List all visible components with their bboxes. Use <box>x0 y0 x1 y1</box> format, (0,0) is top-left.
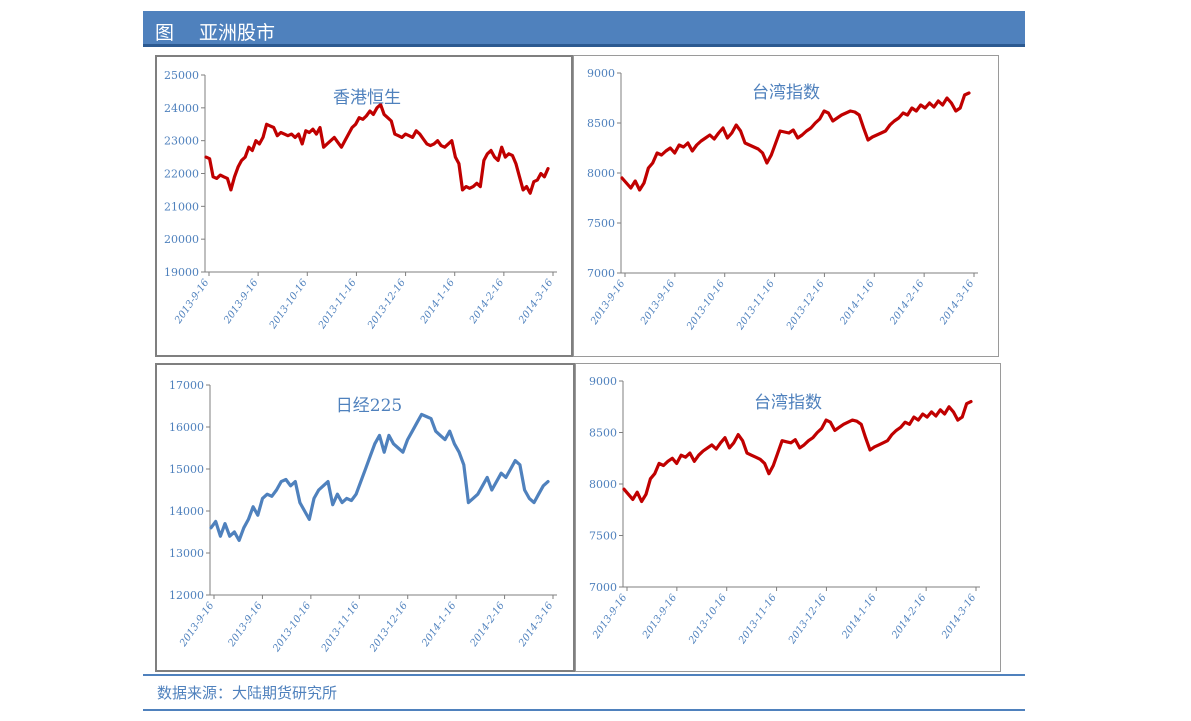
y-tick-label: 8000 <box>587 167 615 180</box>
x-tick-label: 2014-3-16 <box>939 592 978 642</box>
y-tick-label: 13000 <box>169 547 204 560</box>
x-tick-label: 2013-9-16 <box>177 600 216 650</box>
footer-divider-bottom <box>143 709 1025 711</box>
y-tick-label: 12000 <box>169 589 204 602</box>
y-tick-label: 25000 <box>164 69 199 82</box>
y-tick-label: 20000 <box>164 233 199 246</box>
y-tick-label: 21000 <box>164 200 199 213</box>
x-tick-label: 2013-9-16 <box>222 277 261 327</box>
x-tick-label: 2014-2-16 <box>467 277 506 327</box>
series-line <box>209 412 550 542</box>
x-tick-label: 2013-9-16 <box>590 592 629 642</box>
chart-title: 台湾指数 <box>752 83 820 103</box>
x-tick-label: 2013-9-16 <box>588 278 627 328</box>
x-tick-label: 2013-12-16 <box>786 592 829 647</box>
series-line <box>620 91 971 192</box>
y-tick-label: 24000 <box>164 102 199 115</box>
x-tick-label: 2014-3-16 <box>516 277 555 327</box>
y-tick-label: 7000 <box>587 267 615 280</box>
y-tick-label: 8500 <box>587 117 615 130</box>
chart-panel-n225: 12000 13000 14000 15000 16000 17000 2013-9-16 2… <box>155 363 575 672</box>
x-tick-label: 2013-11-16 <box>734 278 777 333</box>
y-tick-label: 8000 <box>589 478 617 491</box>
y-tick-label: 14000 <box>169 505 204 518</box>
x-tick-label: 2013-10-16 <box>271 600 314 655</box>
chart-panel-twii-top: 7000 7500 8000 8500 9000 2013-9-16 2013-9-16 20… <box>573 55 999 357</box>
x-tick-label: 2013-9-16 <box>640 592 679 642</box>
x-tick-label: 2013-12-16 <box>784 278 827 333</box>
x-tick-label: 2013-11-16 <box>319 600 362 655</box>
y-tick-label: 16000 <box>169 421 204 434</box>
chart-hsi: 19000 20000 21000 22000 23000 24000 25000 2013-… <box>164 69 557 332</box>
chart-title: 日经225 <box>336 396 402 416</box>
x-tick-label: 2014-2-16 <box>890 592 929 642</box>
source-note: 数据来源：大陆期货研究所 <box>157 684 338 702</box>
y-tick-label: 23000 <box>164 135 199 148</box>
x-tick-label: 2013-10-16 <box>685 278 728 333</box>
x-tick-label: 2014-2-16 <box>468 600 507 650</box>
x-tick-label: 2013-10-16 <box>267 277 310 332</box>
y-tick-label: 9000 <box>587 67 615 80</box>
chart-title: 香港恒生 <box>333 88 401 108</box>
x-tick-label: 2013-10-16 <box>687 592 730 647</box>
y-tick-label: 7000 <box>589 581 617 594</box>
series-line <box>622 399 973 504</box>
y-tick-label: 17000 <box>169 379 204 392</box>
figure-header: 图 亚洲股市 <box>143 11 1025 47</box>
chart-panel-hsi: 19000 20000 21000 22000 23000 24000 25000 2013-… <box>155 55 573 357</box>
x-tick-label: 2013-9-16 <box>226 600 265 650</box>
y-tick-label: 15000 <box>169 463 204 476</box>
x-tick-label: 2014-1-16 <box>420 600 459 650</box>
series-line <box>204 102 550 195</box>
x-tick-label: 2013-9-16 <box>172 277 211 327</box>
footer-divider-top <box>143 674 1025 676</box>
figure-label: 图 <box>155 22 175 44</box>
y-tick-label: 9000 <box>589 375 617 388</box>
figure-title: 亚洲股市 <box>199 22 276 44</box>
chart-title: 台湾指数 <box>754 393 822 413</box>
y-tick-label: 22000 <box>164 168 199 181</box>
y-tick-label: 7500 <box>587 217 615 230</box>
x-tick-label: 2013-11-16 <box>736 592 779 647</box>
y-tick-label: 7500 <box>589 530 617 543</box>
x-tick-label: 2014-3-16 <box>937 278 976 328</box>
x-tick-label: 2013-12-16 <box>368 600 411 655</box>
x-tick-label: 2014-1-16 <box>418 277 457 327</box>
y-tick-label: 8500 <box>589 427 617 440</box>
x-tick-label: 2014-2-16 <box>888 278 927 328</box>
x-tick-label: 2014-1-16 <box>840 592 879 642</box>
chart-panel-twii-bottom: 7000 7500 8000 8500 9000 2013-9-16 2013-9-16 20… <box>575 363 1001 672</box>
x-tick-label: 2014-3-16 <box>516 600 555 650</box>
x-tick-label: 2013-9-16 <box>638 278 677 328</box>
x-tick-label: 2014-1-16 <box>838 278 877 328</box>
x-tick-label: 2013-11-16 <box>316 277 359 332</box>
y-tick-label: 19000 <box>164 266 199 279</box>
x-tick-label: 2013-12-16 <box>365 277 408 332</box>
